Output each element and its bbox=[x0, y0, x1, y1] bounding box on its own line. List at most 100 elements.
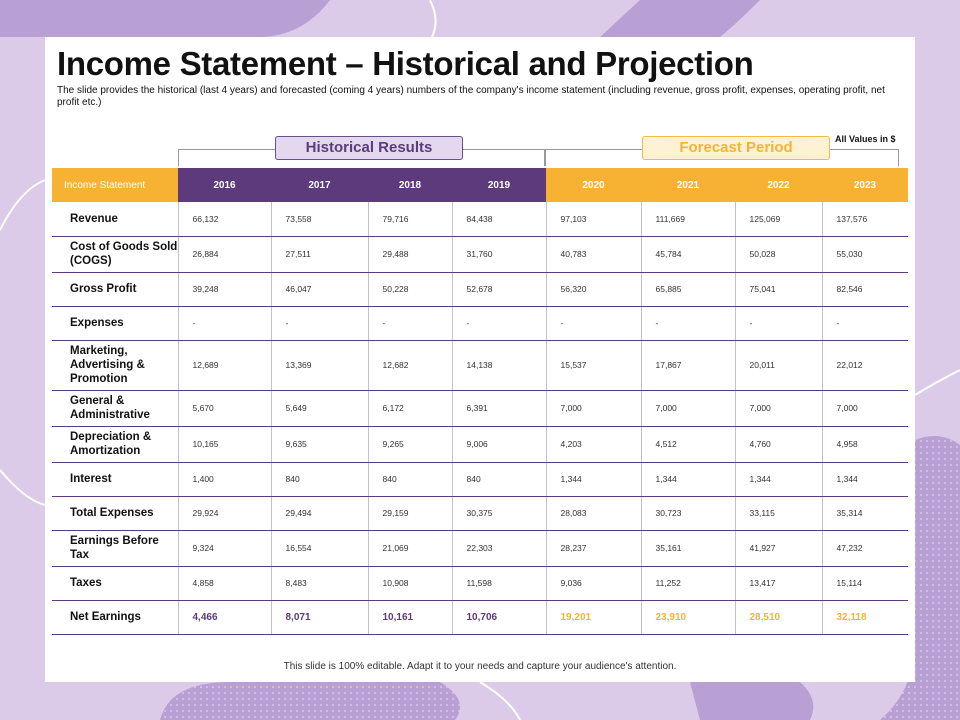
table-cell: 4,958 bbox=[821, 426, 908, 463]
table-cell: 33,115 bbox=[734, 496, 822, 531]
page-subtitle: The slide provides the historical (last … bbox=[57, 85, 885, 108]
table-cell: 11,252 bbox=[640, 566, 735, 601]
table-cell: 7,000 bbox=[640, 390, 735, 427]
table-cell: 1,400 bbox=[177, 462, 271, 497]
table-cell: 29,924 bbox=[177, 496, 271, 531]
table-cell: - bbox=[367, 306, 452, 341]
table-cell: 111,669 bbox=[640, 202, 735, 237]
table-cell: 4,466 bbox=[177, 600, 271, 635]
table-cell: 11,598 bbox=[451, 566, 546, 601]
row-label: General & Administrative bbox=[52, 390, 178, 427]
table-cell: - bbox=[821, 306, 908, 341]
table-cell: - bbox=[270, 306, 368, 341]
table-cell: 10,706 bbox=[451, 600, 546, 635]
table-cell: 30,723 bbox=[640, 496, 735, 531]
table-cell: - bbox=[451, 306, 546, 341]
table-cell: 19,201 bbox=[545, 600, 641, 635]
table-cell: 16,554 bbox=[270, 530, 368, 567]
table-cell: 5,649 bbox=[270, 390, 368, 427]
row-label: Taxes bbox=[52, 566, 178, 601]
table-cell: 12,682 bbox=[367, 340, 452, 391]
table-row: Expenses - - - - - - - - bbox=[52, 306, 908, 341]
year-header: 2019 bbox=[452, 168, 546, 202]
table-cell: 137,576 bbox=[821, 202, 908, 237]
year-header: 2020 bbox=[546, 168, 641, 202]
row-label: Earnings Before Tax bbox=[52, 530, 178, 567]
table-cell: 79,716 bbox=[367, 202, 452, 237]
table-cell: 20,011 bbox=[734, 340, 822, 391]
table-cell: 35,314 bbox=[821, 496, 908, 531]
table-cell: 5,670 bbox=[177, 390, 271, 427]
table-cell: 26,884 bbox=[177, 236, 271, 273]
table-cell: 9,324 bbox=[177, 530, 271, 567]
table-row: Total Expenses 29,924 29,494 29,159 30,375 28… bbox=[52, 496, 908, 531]
table-cell: 1,344 bbox=[821, 462, 908, 497]
table-cell: 7,000 bbox=[545, 390, 641, 427]
table-cell: 21,069 bbox=[367, 530, 452, 567]
table-row: Revenue 66,132 73,558 79,716 84,438 97,103 111… bbox=[52, 202, 908, 237]
table-cell: 22,303 bbox=[451, 530, 546, 567]
table-cell: 4,512 bbox=[640, 426, 735, 463]
table-cell: 8,483 bbox=[270, 566, 368, 601]
table-cell: 29,494 bbox=[270, 496, 368, 531]
table-row: Net Earnings 4,466 8,071 10,161 10,706 19,201… bbox=[52, 600, 908, 635]
table-cell: 4,858 bbox=[177, 566, 271, 601]
table-cell: 15,114 bbox=[821, 566, 908, 601]
table-cell: 7,000 bbox=[821, 390, 908, 427]
table-cell: 13,417 bbox=[734, 566, 822, 601]
year-header: 2018 bbox=[368, 168, 452, 202]
income-statement-table: Income Statement 2016 2017 2018 2019 202… bbox=[52, 168, 908, 635]
year-header: 2021 bbox=[641, 168, 735, 202]
table-cell: 28,510 bbox=[734, 600, 822, 635]
row-label: Marketing, Advertising & Promotion bbox=[52, 340, 178, 391]
table-cell: 45,784 bbox=[640, 236, 735, 273]
table-cell: 8,071 bbox=[270, 600, 368, 635]
header-label: Income Statement bbox=[52, 168, 178, 202]
table-cell: 15,537 bbox=[545, 340, 641, 391]
row-label: Net Earnings bbox=[52, 600, 178, 635]
table-row: Depreciation & Amortization 10,165 9,635 9,… bbox=[52, 426, 908, 463]
table-cell: 56,320 bbox=[545, 272, 641, 307]
table-row: Interest 1,400 840 840 840 1,344 1,344 1,344 1,3… bbox=[52, 462, 908, 497]
row-label: Expenses bbox=[52, 306, 178, 341]
table-cell: 840 bbox=[367, 462, 452, 497]
table-cell: - bbox=[640, 306, 735, 341]
table-row: Taxes 4,858 8,483 10,908 11,598 9,036 11,252 13… bbox=[52, 566, 908, 601]
year-header: 2017 bbox=[271, 168, 368, 202]
table-cell: 1,344 bbox=[545, 462, 641, 497]
table-cell: 12,689 bbox=[177, 340, 271, 391]
table-cell: 27,511 bbox=[270, 236, 368, 273]
table-cell: 97,103 bbox=[545, 202, 641, 237]
table-cell: 46,047 bbox=[270, 272, 368, 307]
row-label: Interest bbox=[52, 462, 178, 497]
row-label: Depreciation & Amortization bbox=[52, 426, 178, 463]
values-note: All Values in $ bbox=[835, 134, 896, 144]
forecast-period-label: Forecast Period bbox=[642, 136, 830, 160]
table-cell: 13,369 bbox=[270, 340, 368, 391]
table-cell: 31,760 bbox=[451, 236, 546, 273]
table-cell: 14,138 bbox=[451, 340, 546, 391]
table-cell: 4,203 bbox=[545, 426, 641, 463]
table-cell: 1,344 bbox=[734, 462, 822, 497]
table-cell: 40,783 bbox=[545, 236, 641, 273]
table-cell: 41,927 bbox=[734, 530, 822, 567]
table-row: Cost of Goods Sold (COGS) 26,884 27,511 29,… bbox=[52, 236, 908, 273]
table-cell: 29,488 bbox=[367, 236, 452, 273]
table-row: Gross Profit 39,248 46,047 50,228 52,678 56,3… bbox=[52, 272, 908, 307]
table-cell: 9,635 bbox=[270, 426, 368, 463]
table-cell: 10,165 bbox=[177, 426, 271, 463]
table-cell: 73,558 bbox=[270, 202, 368, 237]
table-cell: 6,391 bbox=[451, 390, 546, 427]
table-cell: 65,885 bbox=[640, 272, 735, 307]
table-cell: 1,344 bbox=[640, 462, 735, 497]
table-cell: 28,237 bbox=[545, 530, 641, 567]
table-row: Earnings Before Tax 9,324 16,554 21,069 22,3… bbox=[52, 530, 908, 567]
table-row: General & Administrative 5,670 5,649 6,172 6… bbox=[52, 390, 908, 427]
table-cell: 82,546 bbox=[821, 272, 908, 307]
historical-results-label: Historical Results bbox=[275, 136, 463, 160]
table-cell: 6,172 bbox=[367, 390, 452, 427]
year-header: 2016 bbox=[178, 168, 271, 202]
table-cell: 66,132 bbox=[177, 202, 271, 237]
table-cell: 50,228 bbox=[367, 272, 452, 307]
table-cell: - bbox=[177, 306, 271, 341]
